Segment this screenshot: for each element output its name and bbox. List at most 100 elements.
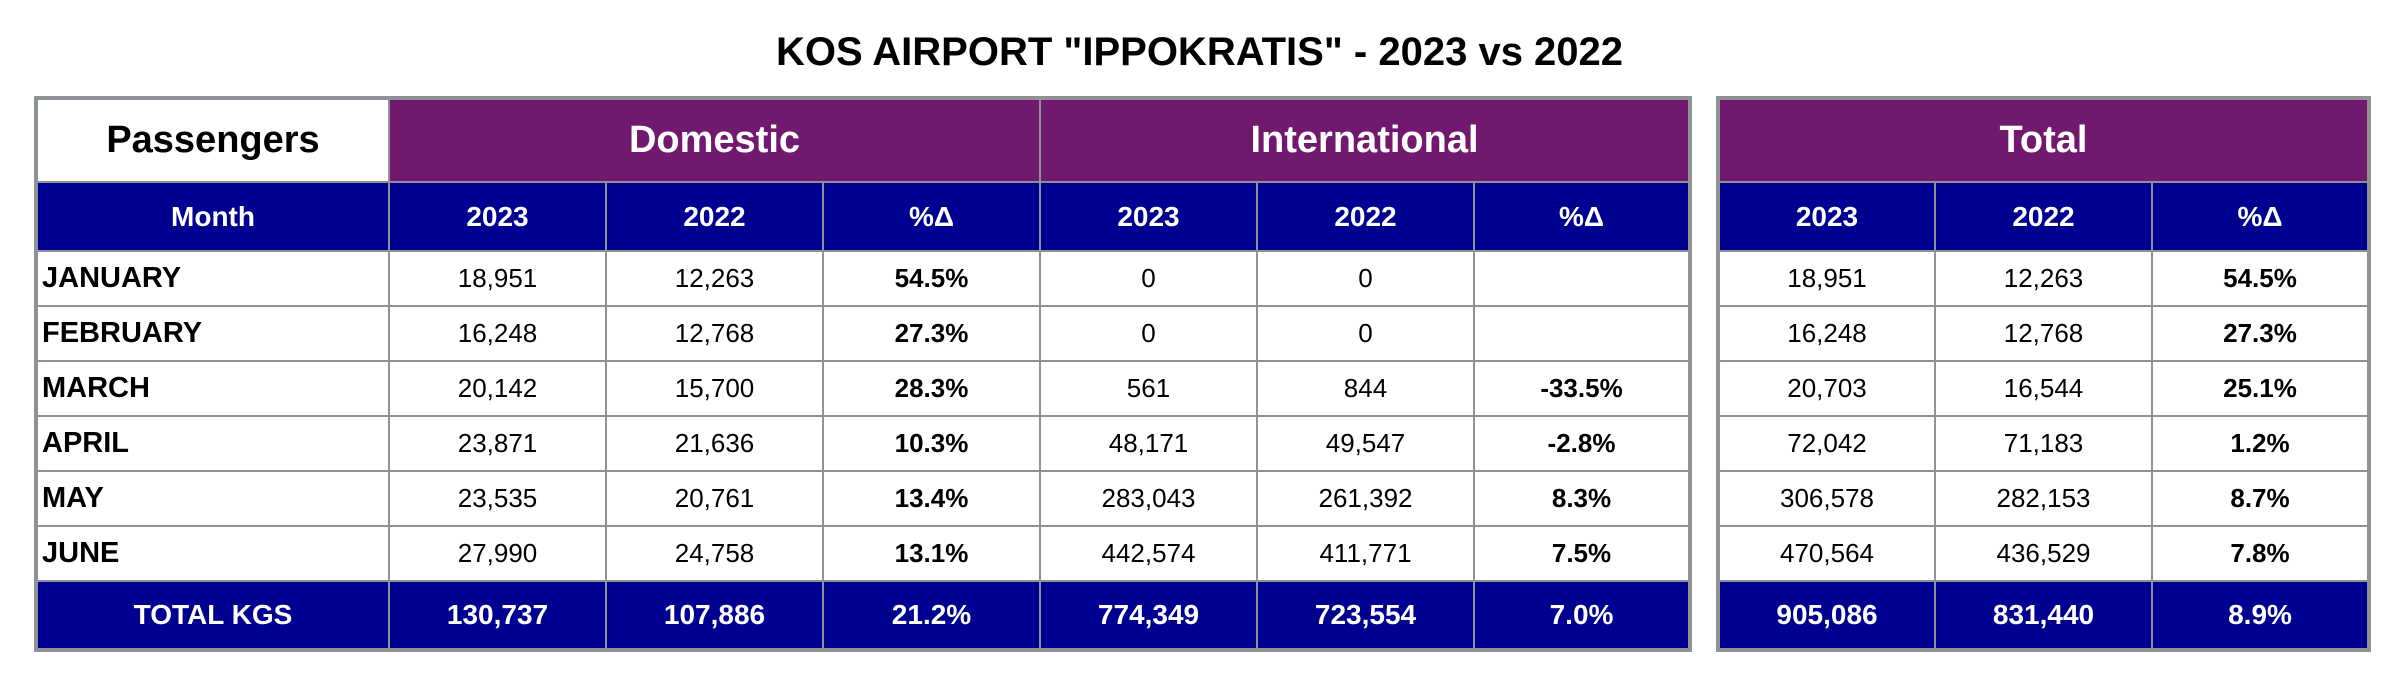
- totals-international-2023: 774,349: [1039, 580, 1258, 651]
- totals-row: TOTAL KGS 130,737 107,886 21.2% 774,349 723,5…: [35, 580, 1692, 651]
- month-cell: JANUARY: [35, 250, 390, 307]
- international-2022-cell: 0: [1256, 305, 1475, 362]
- total-pct-cell: 1.2%: [2150, 415, 2371, 472]
- total-2022-cell: 436,529: [1934, 525, 2153, 582]
- month-cell: JUNE: [35, 525, 390, 582]
- domestic-international-table: Passengers Domestic International Month …: [34, 96, 1693, 652]
- total-pct-cell: 54.5%: [2150, 250, 2371, 307]
- international-2023-cell: 442,574: [1039, 525, 1258, 582]
- total-pct-cell: 8.7%: [2150, 470, 2371, 527]
- table-row: MAY 23,535 20,761 13.4% 283,043 261,392 8.3%: [35, 470, 1692, 527]
- international-2023-cell: 0: [1039, 250, 1258, 307]
- international-2023-cell: 561: [1039, 360, 1258, 417]
- domestic-2022-cell: 24,758: [605, 525, 824, 582]
- table-row: APRIL 23,871 21,636 10.3% 48,171 49,547 -2.8%: [35, 415, 1692, 472]
- domestic-2022-cell: 20,761: [605, 470, 824, 527]
- totals-domestic-2022: 107,886: [605, 580, 824, 651]
- international-2022-cell: 261,392: [1256, 470, 1475, 527]
- domestic-2022-cell: 12,768: [605, 305, 824, 362]
- international-pct-cell: -2.8%: [1472, 415, 1692, 472]
- domestic-2023-cell: 16,248: [388, 305, 607, 362]
- domestic-pct-cell: 54.5%: [822, 250, 1041, 307]
- international-header: International: [1038, 97, 1692, 183]
- international-2022-cell: 0: [1256, 250, 1475, 307]
- total-2022-cell: 12,768: [1934, 305, 2153, 362]
- international-2022-header: 2022: [1256, 181, 1475, 252]
- month-cell: MARCH: [35, 360, 390, 417]
- domestic-2023-cell: 20,142: [388, 360, 607, 417]
- domestic-2023-cell: 23,535: [388, 470, 607, 527]
- international-pct-cell: [1472, 305, 1692, 362]
- domestic-2023-cell: 27,990: [388, 525, 607, 582]
- page-title: KOS AIRPORT "IPPOKRATIS" - 2023 vs 2022: [775, 30, 1624, 74]
- total-pct-cell: 27.3%: [2150, 305, 2371, 362]
- international-pct-cell: [1472, 250, 1692, 307]
- totals-total-2022: 831,440: [1934, 580, 2153, 651]
- total-2023-cell: 20,703: [1717, 360, 1936, 417]
- table-row: MARCH 20,142 15,700 28.3% 561 844 -33.5%: [35, 360, 1692, 417]
- total-2022-cell: 12,263: [1934, 250, 2153, 307]
- total-2022-cell: 16,544: [1934, 360, 2153, 417]
- domestic-pct-header: %Δ: [822, 181, 1041, 252]
- passengers-header: Passengers: [35, 97, 390, 183]
- month-cell: APRIL: [35, 415, 390, 472]
- table-row: 72,042 71,183 1.2%: [1717, 415, 2371, 472]
- month-cell: FEBRUARY: [35, 305, 390, 362]
- total-2023-cell: 72,042: [1717, 415, 1936, 472]
- totals-domestic-pct: 21.2%: [822, 580, 1041, 651]
- totals-total-2023: 905,086: [1717, 580, 1936, 651]
- total-2022-header: 2022: [1934, 181, 2153, 252]
- total-pct-header: %Δ: [2150, 181, 2371, 252]
- total-2023-cell: 470,564: [1717, 525, 1936, 582]
- international-2022-cell: 844: [1256, 360, 1475, 417]
- domestic-pct-cell: 28.3%: [822, 360, 1041, 417]
- total-table: Total 2023 2022 %Δ 18,951 12,263 54.5% 16,2…: [1716, 96, 2372, 652]
- totals-total-pct: 8.9%: [2150, 580, 2371, 651]
- month-header: Month: [35, 181, 390, 252]
- totals-international-pct: 7.0%: [1472, 580, 1692, 651]
- table-row: JANUARY 18,951 12,263 54.5% 0 0: [35, 250, 1692, 307]
- international-2022-cell: 411,771: [1256, 525, 1475, 582]
- international-2022-cell: 49,547: [1256, 415, 1475, 472]
- table-row: 20,703 16,544 25.1%: [1717, 360, 2371, 417]
- total-header: Total: [1716, 97, 2371, 183]
- domestic-2022-header: 2022: [605, 181, 824, 252]
- international-pct-cell: 7.5%: [1472, 525, 1692, 582]
- international-2023-cell: 48,171: [1039, 415, 1258, 472]
- total-2022-cell: 71,183: [1934, 415, 2153, 472]
- domestic-2022-cell: 15,700: [605, 360, 824, 417]
- domestic-2023-cell: 18,951: [388, 250, 607, 307]
- totals-international-2022: 723,554: [1256, 580, 1475, 651]
- domestic-2023-header: 2023: [388, 181, 607, 252]
- domestic-header: Domestic: [388, 97, 1041, 183]
- total-pct-cell: 7.8%: [2150, 525, 2371, 582]
- table-row: 470,564 436,529 7.8%: [1717, 525, 2371, 582]
- totals-row: 905,086 831,440 8.9%: [1717, 580, 2371, 651]
- table-row: JUNE 27,990 24,758 13.1% 442,574 411,771 7.5%: [35, 525, 1692, 582]
- domestic-2022-cell: 12,263: [605, 250, 824, 307]
- table-row: 18,951 12,263 54.5%: [1717, 250, 2371, 307]
- domestic-pct-cell: 27.3%: [822, 305, 1041, 362]
- table-row: 306,578 282,153 8.7%: [1717, 470, 2371, 527]
- table-row: 16,248 12,768 27.3%: [1717, 305, 2371, 362]
- total-2023-header: 2023: [1717, 181, 1936, 252]
- total-2023-cell: 16,248: [1717, 305, 1936, 362]
- domestic-2023-cell: 23,871: [388, 415, 607, 472]
- domestic-pct-cell: 13.4%: [822, 470, 1041, 527]
- domestic-2022-cell: 21,636: [605, 415, 824, 472]
- totals-label: TOTAL KGS: [35, 580, 390, 651]
- total-2023-cell: 18,951: [1717, 250, 1936, 307]
- month-cell: MAY: [35, 470, 390, 527]
- total-2023-cell: 306,578: [1717, 470, 1936, 527]
- totals-domestic-2023: 130,737: [388, 580, 607, 651]
- international-pct-header: %Δ: [1472, 181, 1692, 252]
- international-2023-cell: 0: [1039, 305, 1258, 362]
- table-row: FEBRUARY 16,248 12,768 27.3% 0 0: [35, 305, 1692, 362]
- total-2022-cell: 282,153: [1934, 470, 2153, 527]
- international-2023-cell: 283,043: [1039, 470, 1258, 527]
- international-pct-cell: 8.3%: [1472, 470, 1692, 527]
- domestic-pct-cell: 13.1%: [822, 525, 1041, 582]
- total-pct-cell: 25.1%: [2150, 360, 2371, 417]
- international-pct-cell: -33.5%: [1472, 360, 1692, 417]
- domestic-pct-cell: 10.3%: [822, 415, 1041, 472]
